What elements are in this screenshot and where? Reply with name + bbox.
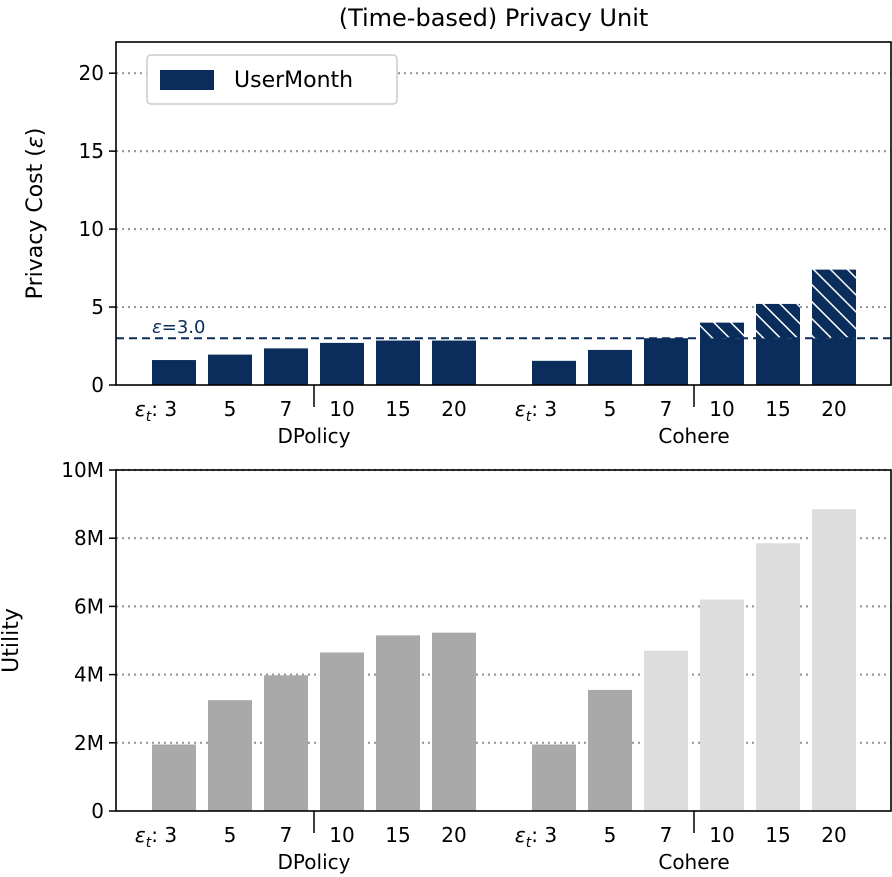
x-tick-label: 5 bbox=[224, 823, 237, 847]
y-axis-label: Utility bbox=[0, 608, 24, 673]
x-tick-label: 15 bbox=[385, 397, 410, 421]
bar bbox=[208, 700, 252, 811]
bar bbox=[532, 360, 576, 385]
x-tick-label: 5 bbox=[224, 397, 237, 421]
bar bbox=[432, 340, 476, 385]
x-tick-label: εt: 3 bbox=[135, 397, 177, 425]
y-tick-label: 4M bbox=[74, 663, 104, 687]
y-tick-label: 0 bbox=[91, 799, 104, 823]
y-tick-label: 8M bbox=[74, 526, 104, 550]
bar bbox=[432, 632, 476, 811]
bar-hatched bbox=[812, 269, 856, 339]
x-tick-label: 15 bbox=[765, 823, 790, 847]
chart-title: (Time-based) Privacy Unit bbox=[339, 4, 649, 32]
bar bbox=[700, 599, 744, 811]
y-tick-label: 0 bbox=[91, 373, 104, 397]
x-tick-label: 5 bbox=[604, 397, 617, 421]
bar bbox=[700, 338, 744, 385]
x-tick-label: 7 bbox=[280, 397, 293, 421]
x-tick-label: 10 bbox=[329, 397, 354, 421]
y-tick-label: 2M bbox=[74, 731, 104, 755]
plot-frame bbox=[115, 469, 892, 812]
x-tick-label: 7 bbox=[660, 823, 673, 847]
bar bbox=[376, 635, 420, 811]
bar bbox=[812, 509, 856, 811]
bar bbox=[756, 338, 800, 385]
group-label: Cohere bbox=[658, 424, 729, 448]
bar-hatched bbox=[700, 322, 744, 339]
y-tick-label: 6M bbox=[74, 594, 104, 618]
x-tick-label: 15 bbox=[385, 823, 410, 847]
bar-hatched bbox=[756, 303, 800, 339]
legend-swatch bbox=[160, 70, 214, 90]
bar bbox=[152, 360, 196, 385]
bar bbox=[208, 354, 252, 385]
x-tick-label: 10 bbox=[709, 823, 734, 847]
bar bbox=[376, 340, 420, 385]
y-tick-label: 5 bbox=[91, 295, 104, 319]
group-label: Cohere bbox=[658, 850, 729, 874]
bar bbox=[644, 650, 688, 811]
x-tick-label: 10 bbox=[329, 823, 354, 847]
y-tick-label: 15 bbox=[79, 139, 104, 163]
group-label: DPolicy bbox=[278, 850, 351, 874]
x-tick-label: 20 bbox=[441, 397, 466, 421]
legend-box bbox=[146, 54, 398, 105]
x-tick-label: 5 bbox=[604, 823, 617, 847]
y-axis-label: Privacy Cost (ε) bbox=[23, 128, 48, 300]
bar bbox=[264, 675, 308, 811]
x-tick-label: 20 bbox=[821, 823, 846, 847]
bar bbox=[588, 689, 632, 811]
x-tick-label: 20 bbox=[441, 823, 466, 847]
reference-line-label: ε=3.0 bbox=[152, 317, 205, 338]
bar bbox=[264, 348, 308, 385]
plot-frame bbox=[115, 41, 892, 386]
x-tick-label: 7 bbox=[280, 823, 293, 847]
x-tick-label: εt: 3 bbox=[515, 823, 557, 851]
bar bbox=[756, 543, 800, 811]
y-tick-label: 10 bbox=[79, 217, 104, 241]
x-tick-label: 15 bbox=[765, 397, 790, 421]
bar bbox=[320, 342, 364, 385]
y-tick-label: 20 bbox=[79, 61, 104, 85]
x-tick-label: 10 bbox=[709, 397, 734, 421]
y-tick-label: 10M bbox=[61, 458, 104, 482]
x-tick-label: 20 bbox=[821, 397, 846, 421]
group-label: DPolicy bbox=[278, 424, 351, 448]
legend-label: UserMonth bbox=[234, 68, 353, 93]
bar bbox=[644, 338, 688, 385]
bar bbox=[532, 744, 576, 811]
x-tick-label: 7 bbox=[660, 397, 673, 421]
bar bbox=[588, 349, 632, 385]
x-tick-label: εt: 3 bbox=[135, 823, 177, 851]
bar bbox=[152, 744, 196, 811]
bar bbox=[320, 652, 364, 811]
bar bbox=[812, 338, 856, 385]
x-tick-label: εt: 3 bbox=[515, 397, 557, 425]
